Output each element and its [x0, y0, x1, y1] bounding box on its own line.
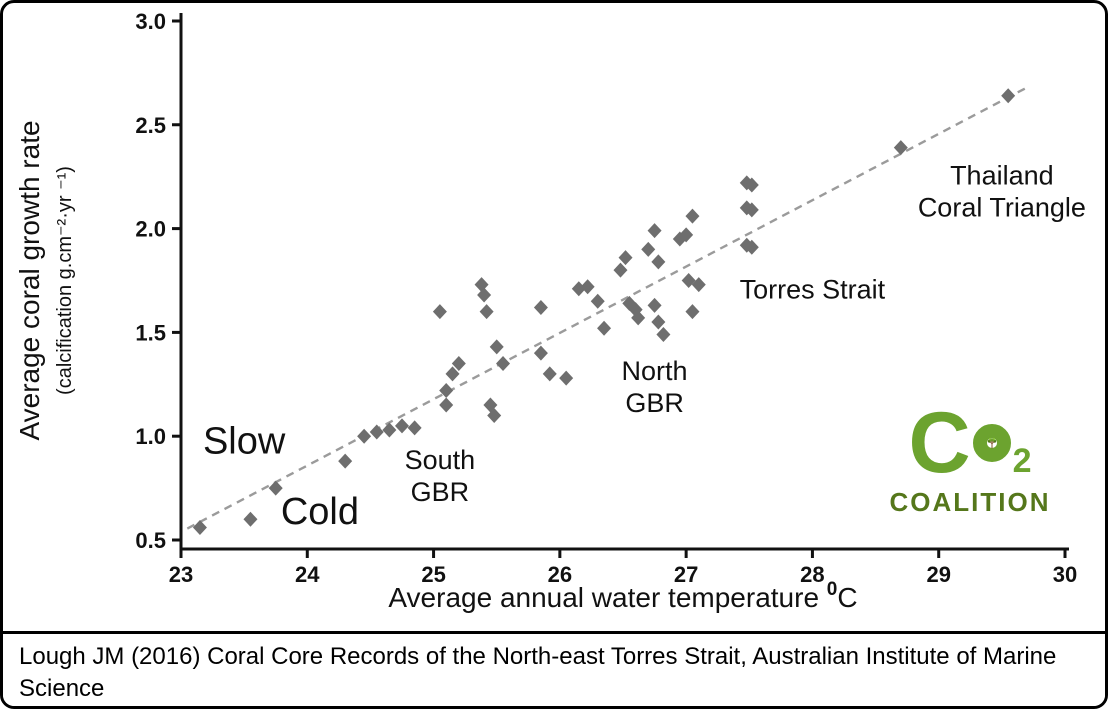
data-point [597, 320, 612, 336]
x-tick-label: 30 [1053, 562, 1077, 587]
logo-coalition-text: COALITION [889, 487, 1051, 517]
data-point [496, 356, 511, 372]
data-point [445, 366, 460, 382]
y-axis-label: Average coral growth rate [14, 120, 45, 440]
x-tick-label: 23 [169, 562, 193, 587]
y-axis-sublabel: (calcification g.cm⁻²·yr ⁻¹) [54, 166, 76, 395]
data-point [744, 177, 759, 193]
data-point [893, 140, 908, 156]
x-tick-label: 27 [674, 562, 698, 587]
data-point [613, 262, 628, 278]
y-tick-label: 1.0 [135, 424, 166, 449]
data-point [685, 208, 700, 224]
logo-co2-row: C 2 [865, 395, 1075, 491]
data-point [432, 304, 447, 320]
data-point [631, 310, 646, 326]
logo-letter-o [972, 424, 1011, 462]
data-point [641, 241, 656, 257]
y-tick-label: 0.5 [135, 528, 166, 553]
y-tick-label: 1.5 [135, 320, 166, 345]
data-point [590, 293, 605, 309]
annotation-label: Thailand [950, 161, 1054, 191]
y-tick-label: 2.0 [135, 217, 166, 242]
data-point [479, 304, 494, 320]
annotation-label: Coral Triangle [918, 193, 1086, 223]
data-point [407, 420, 422, 436]
x-axis-label: Average annual water temperature 0C [388, 579, 857, 613]
annotation-label: GBR [411, 477, 470, 507]
x-tick-label: 26 [548, 562, 572, 587]
annotation-label: Cold [281, 491, 359, 533]
y-tick-label: 3.0 [135, 9, 166, 34]
tree-icon [987, 437, 996, 449]
data-point [580, 279, 595, 295]
data-point [487, 407, 502, 423]
data-point [647, 223, 662, 239]
data-point [559, 370, 574, 386]
trend-line [186, 86, 1028, 530]
data-point [451, 356, 466, 372]
data-point [477, 287, 492, 303]
data-point [338, 453, 353, 469]
data-point [357, 428, 372, 444]
data-point [647, 297, 662, 313]
data-point [439, 397, 454, 413]
x-tick-label: 29 [926, 562, 950, 587]
data-point [1001, 88, 1016, 104]
data-point [439, 383, 454, 399]
data-point [656, 326, 671, 342]
data-point [651, 314, 666, 330]
x-tick-label: 28 [800, 562, 824, 587]
x-tick-label: 24 [295, 562, 320, 587]
data-point [382, 422, 397, 438]
y-tick-label: 2.5 [135, 113, 166, 138]
annotation-label: Slow [203, 421, 286, 463]
data-point [395, 418, 409, 434]
data-point [744, 239, 759, 255]
data-point [489, 339, 504, 355]
data-point [369, 424, 384, 440]
x-tick-label: 25 [421, 562, 445, 587]
annotation-label: Torres Strait [740, 274, 886, 304]
logo-subscript-2: 2 [1012, 442, 1032, 480]
data-point [474, 277, 489, 293]
chart-area: 23 24 25 26 27 28 29 30 0.5 1.0 1.5 2.0 2.5 3.0 Slow Co… [3, 3, 1105, 631]
data-point [533, 299, 548, 315]
annotation-label: North [622, 356, 688, 386]
data-point [744, 202, 759, 218]
co2-coalition-logo: C 2 COALITION [865, 395, 1075, 518]
citation-caption: Lough JM (2016) Coral Core Records of th… [3, 631, 1105, 706]
annotation-label: South [405, 445, 476, 475]
data-point [679, 227, 694, 243]
data-point [243, 511, 258, 527]
data-point [685, 304, 700, 320]
data-point [651, 254, 666, 270]
logo-letter-c: C [908, 395, 971, 491]
data-point [542, 366, 557, 382]
annotation-label: GBR [625, 388, 684, 418]
data-point [691, 277, 706, 293]
data-point [533, 345, 548, 361]
data-point [192, 520, 207, 536]
data-point [268, 480, 283, 496]
data-point [618, 250, 633, 266]
scatter-plot: 23 24 25 26 27 28 29 30 0.5 1.0 1.5 2.0 2.5 3.0 Slow Co… [14, 9, 1086, 613]
